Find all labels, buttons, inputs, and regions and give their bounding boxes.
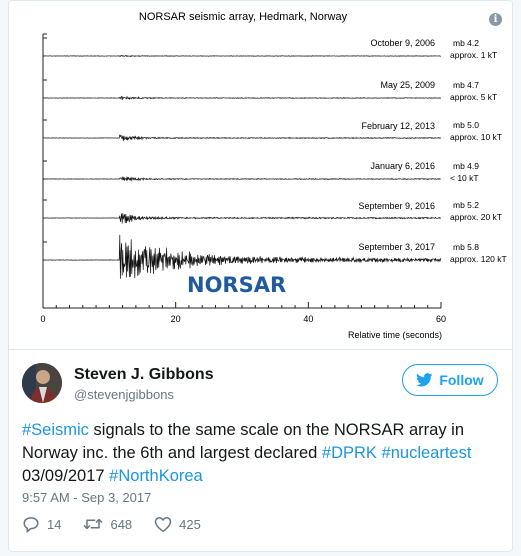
hashtag-link[interactable]: #Seismic (22, 421, 89, 439)
seismogram-figure: NORSAR seismic array, Hedmark, Norway Oc… (40, 11, 507, 340)
x-axis-label: Relative time (seconds) (348, 330, 442, 340)
event-yield-label: approx. 1 kT (450, 50, 497, 60)
event-yield-label: approx. 120 kT (450, 254, 507, 264)
retweet-count: 648 (110, 516, 133, 532)
seismic-trace (42, 234, 442, 279)
author-handle[interactable]: @stevenjgibbons (74, 387, 174, 402)
event-magnitude-label: mb 5.2 (453, 200, 479, 210)
event-date-label: September 9, 2016 (358, 201, 435, 211)
follow-button-label: Follow (439, 372, 484, 388)
plot-frame (42, 33, 441, 309)
info-icon[interactable]: i (489, 13, 502, 26)
event-yield-label: approx. 10 kT (450, 132, 502, 142)
tweet-header: Steven J. Gibbons @stevenjgibbons Follow (22, 362, 502, 410)
x-tick-label: 0 (40, 314, 45, 324)
retweet-icon (83, 518, 103, 530)
event-date-label: October 9, 2006 (370, 38, 435, 48)
norsar-logo: NORSAR (187, 273, 286, 297)
event-date-label: January 6, 2016 (370, 161, 435, 171)
hashtag-link[interactable]: #DPRK (321, 444, 377, 462)
tweet-text-segment: 03/09/2017 (22, 467, 110, 485)
seismic-trace (42, 54, 441, 58)
x-tick-label: 40 (303, 314, 313, 324)
like-action[interactable]: 425 (154, 516, 201, 533)
event-magnitude-label: mb 5.8 (453, 242, 479, 252)
seismic-trace (42, 213, 442, 224)
seismic-trace (42, 134, 441, 141)
event-magnitude-label: mb 4.7 (453, 80, 479, 90)
event-yield-label: approx. 5 kT (450, 92, 497, 102)
author-name[interactable]: Steven J. Gibbons (74, 366, 214, 383)
tweet-text: #Seismic signals to the same scale on th… (22, 419, 502, 488)
event-magnitude-label: mb 4.9 (453, 161, 479, 171)
tweet-card: NORSAR seismic array, Hedmark, Norway Oc… (8, 0, 513, 552)
x-tick-label: 60 (436, 314, 446, 324)
retweet-action[interactable]: 648 (83, 515, 132, 533)
seismic-trace (42, 176, 441, 182)
hashtag-link[interactable]: #NorthKorea (109, 467, 203, 485)
twitter-bird-icon (416, 373, 433, 387)
tweet-timestamp[interactable]: 9:57 AM - Sep 3, 2017 (22, 490, 152, 505)
event-date-label: September 3, 2017 (358, 242, 435, 252)
event-date-label: February 12, 2013 (361, 121, 435, 131)
like-count: 425 (179, 516, 201, 532)
x-tick-label: 20 (171, 314, 181, 324)
avatar-image (22, 363, 62, 403)
heart-icon (154, 516, 172, 532)
tweet-media[interactable]: NORSAR seismic array, Hedmark, Norway Oc… (9, 1, 512, 350)
event-magnitude-label: mb 4.2 (453, 38, 479, 48)
event-magnitude-label: mb 5.0 (453, 120, 479, 130)
event-yield-label: < 10 kT (450, 173, 479, 183)
reply-count: 14 (47, 516, 62, 532)
seismic-trace (42, 95, 442, 101)
follow-button[interactable]: Follow (402, 364, 498, 396)
tweet-text-segment: signals to the same scale on the NORSAR … (22, 421, 465, 462)
reply-icon (23, 517, 39, 533)
hashtag-link[interactable]: #nucleartest (381, 444, 472, 462)
tweet-actions: 14 648 425 (22, 513, 201, 535)
figure-title: NORSAR seismic array, Hedmark, Norway (139, 11, 348, 23)
avatar[interactable] (22, 363, 62, 403)
event-yield-label: approx. 20 kT (450, 212, 502, 222)
reply-action[interactable]: 14 (22, 515, 61, 533)
event-date-label: May 25, 2009 (380, 80, 435, 90)
